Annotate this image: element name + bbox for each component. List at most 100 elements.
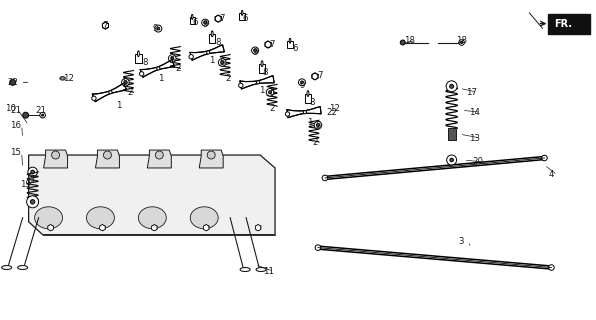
Circle shape [266, 89, 274, 96]
Circle shape [401, 40, 405, 45]
Polygon shape [287, 107, 321, 118]
Text: 8: 8 [262, 68, 268, 77]
Circle shape [122, 78, 129, 86]
Text: 12: 12 [63, 74, 74, 83]
Polygon shape [151, 225, 157, 231]
Text: 18: 18 [456, 36, 467, 45]
Polygon shape [209, 34, 215, 43]
Text: 22: 22 [7, 78, 18, 87]
Text: 9: 9 [153, 24, 158, 33]
Text: 7: 7 [269, 40, 275, 49]
Ellipse shape [307, 91, 309, 96]
Circle shape [40, 112, 45, 118]
FancyBboxPatch shape [548, 14, 590, 34]
Text: 6: 6 [292, 44, 298, 53]
Polygon shape [100, 225, 105, 231]
Polygon shape [29, 155, 275, 235]
Circle shape [201, 19, 209, 26]
Circle shape [23, 112, 29, 118]
Text: 7: 7 [219, 14, 225, 23]
Circle shape [461, 42, 462, 44]
Circle shape [124, 81, 127, 84]
Text: 2: 2 [176, 64, 181, 73]
Text: 8: 8 [309, 98, 315, 107]
Polygon shape [265, 41, 271, 48]
Circle shape [30, 200, 35, 204]
Text: 1: 1 [157, 74, 163, 83]
Polygon shape [305, 93, 311, 103]
Text: 14: 14 [469, 108, 480, 117]
Text: 9: 9 [203, 20, 208, 29]
Text: 7: 7 [103, 21, 108, 30]
Circle shape [204, 21, 207, 24]
Circle shape [171, 57, 174, 60]
Polygon shape [190, 17, 195, 24]
Text: 10: 10 [5, 104, 16, 113]
Text: 1: 1 [209, 56, 215, 65]
Ellipse shape [190, 207, 218, 229]
Circle shape [269, 91, 272, 94]
Polygon shape [255, 225, 261, 231]
Circle shape [446, 155, 457, 165]
Text: 11: 11 [263, 267, 274, 276]
Text: 18: 18 [404, 36, 415, 45]
Ellipse shape [261, 61, 263, 67]
Circle shape [157, 67, 160, 70]
Polygon shape [240, 13, 245, 20]
Circle shape [322, 175, 328, 181]
Text: 6: 6 [243, 14, 248, 23]
Ellipse shape [256, 268, 266, 271]
Text: 5: 5 [219, 58, 225, 67]
Text: FR.: FR. [554, 19, 572, 28]
Text: 8: 8 [142, 58, 148, 67]
Text: 6: 6 [193, 18, 198, 27]
Polygon shape [190, 45, 224, 60]
Ellipse shape [191, 14, 193, 19]
Text: 5: 5 [169, 56, 175, 65]
Circle shape [155, 25, 162, 32]
Circle shape [254, 49, 256, 52]
Circle shape [221, 61, 224, 64]
Polygon shape [312, 73, 318, 80]
Text: 1: 1 [116, 101, 121, 110]
Circle shape [548, 265, 554, 270]
Polygon shape [92, 83, 126, 102]
Ellipse shape [211, 31, 213, 37]
Circle shape [446, 81, 457, 92]
Polygon shape [203, 225, 209, 231]
Polygon shape [259, 64, 265, 73]
Text: 13: 13 [469, 133, 480, 143]
Circle shape [449, 84, 454, 88]
Circle shape [314, 121, 322, 129]
Circle shape [189, 54, 193, 59]
Polygon shape [215, 15, 221, 22]
Text: 1: 1 [307, 118, 313, 127]
Bar [448, 128, 455, 140]
Text: 21: 21 [10, 106, 21, 115]
Polygon shape [147, 150, 171, 168]
Circle shape [315, 245, 321, 251]
Circle shape [316, 124, 319, 127]
Circle shape [52, 151, 60, 159]
Polygon shape [95, 150, 119, 168]
Circle shape [238, 83, 243, 88]
Text: 3: 3 [459, 237, 464, 246]
Ellipse shape [138, 207, 166, 229]
Circle shape [218, 59, 226, 66]
Ellipse shape [241, 11, 243, 15]
Polygon shape [140, 60, 175, 77]
Ellipse shape [138, 51, 139, 57]
Circle shape [285, 112, 290, 116]
Polygon shape [240, 76, 274, 89]
Circle shape [156, 151, 163, 159]
Text: 2: 2 [225, 74, 231, 83]
Text: 20: 20 [472, 157, 483, 166]
Text: 21: 21 [35, 106, 46, 115]
Circle shape [104, 151, 111, 159]
Circle shape [303, 111, 306, 114]
Text: 7: 7 [317, 71, 322, 80]
Text: 5: 5 [123, 78, 128, 87]
Circle shape [300, 81, 303, 84]
Circle shape [459, 40, 464, 45]
Polygon shape [48, 225, 54, 231]
